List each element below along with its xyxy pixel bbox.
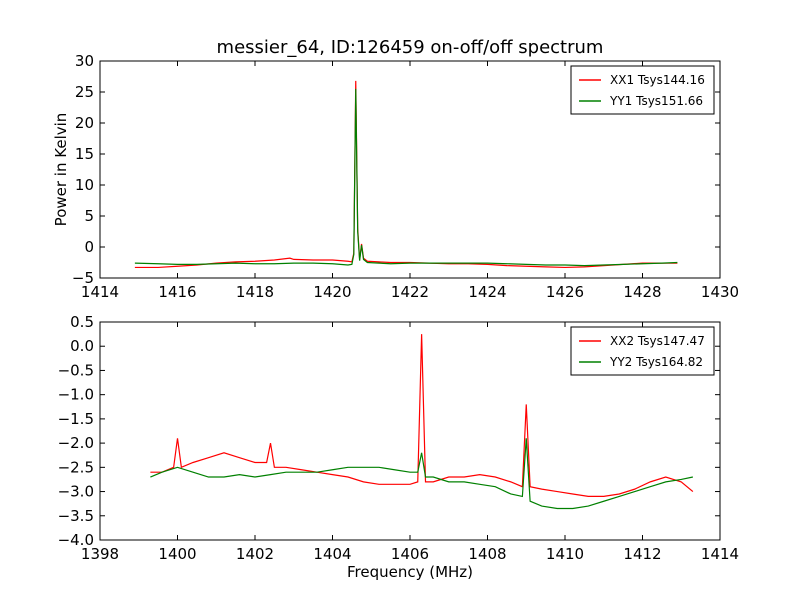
x-tick-label: 1408 [468,545,506,563]
y-tick-label: −1.5 [58,410,94,428]
y-tick-label: 10 [75,176,94,194]
x-tick-label: 1412 [623,545,661,563]
y-tick-label: −3.0 [58,483,94,501]
legend: XX1 Tsys144.16 YY1 Tsys151.66 [570,65,715,115]
x-tick-label: 1410 [546,545,584,563]
series-line-yy2 [150,438,693,510]
x-tick-label: 1428 [623,283,661,301]
x-tick-label: 1406 [391,545,429,563]
y-tick-label: 30 [75,52,94,70]
x-tick-label: 1426 [546,283,584,301]
x-tick-label: 1424 [468,283,506,301]
y-tick-label: −4.0 [58,531,94,549]
y-tick-label: −2.5 [58,458,94,476]
x-tick-label: 1398 [81,545,119,563]
x-tick-label: 1404 [313,545,351,563]
top-chart: 1414 1416 1418 1420 1422 1424 1426 1428 1430 −5 0 5… [52,52,739,301]
y-tick-label: −0.5 [58,361,94,379]
legend: XX2 Tsys147.47 YY2 Tsys164.82 [570,326,715,376]
y-tick-label: 0.5 [70,313,94,331]
legend-entry: YY2 Tsys164.82 [609,355,703,369]
y-tick-label: −2.0 [58,434,94,452]
y-tick-label: 25 [75,83,94,101]
y-tick-label: 0.0 [70,337,94,355]
legend-entry: YY1 Tsys151.66 [609,94,703,108]
y-tick-label: 0 [84,238,94,256]
x-tick-label: 1416 [158,283,196,301]
series-line-yy1 [134,88,678,267]
x-tick-label: 1422 [391,283,429,301]
y-tick-label: −3.5 [58,507,94,525]
y-tick-label: −1.0 [58,386,94,404]
x-tick-label: 1418 [236,283,274,301]
legend-entry: XX1 Tsys144.16 [610,73,705,87]
x-tick-label: 1400 [158,545,196,563]
y-tick-label: 20 [75,114,94,132]
y-tick-label: 5 [84,207,94,225]
x-tick-label: 1420 [313,283,351,301]
series-line-xx2 [150,334,694,497]
bottom-chart: 1398 1400 1402 1404 1406 1408 1410 1412 1414 −4.0… [58,313,740,581]
x-tick-label: 1402 [236,545,274,563]
y-tick-label: 15 [75,145,94,163]
y-axis-label: Power in Kelvin [52,113,70,227]
figure-title: messier_64, ID:126459 on-off/off spectru… [217,37,604,58]
x-tick-label: 1414 [701,545,739,563]
x-axis-label: Frequency (MHz) [347,563,473,581]
y-tick-label: −5 [72,269,94,287]
x-tick-label: 1414 [81,283,119,301]
x-tick-label: 1430 [701,283,739,301]
legend-entry: XX2 Tsys147.47 [610,334,705,348]
